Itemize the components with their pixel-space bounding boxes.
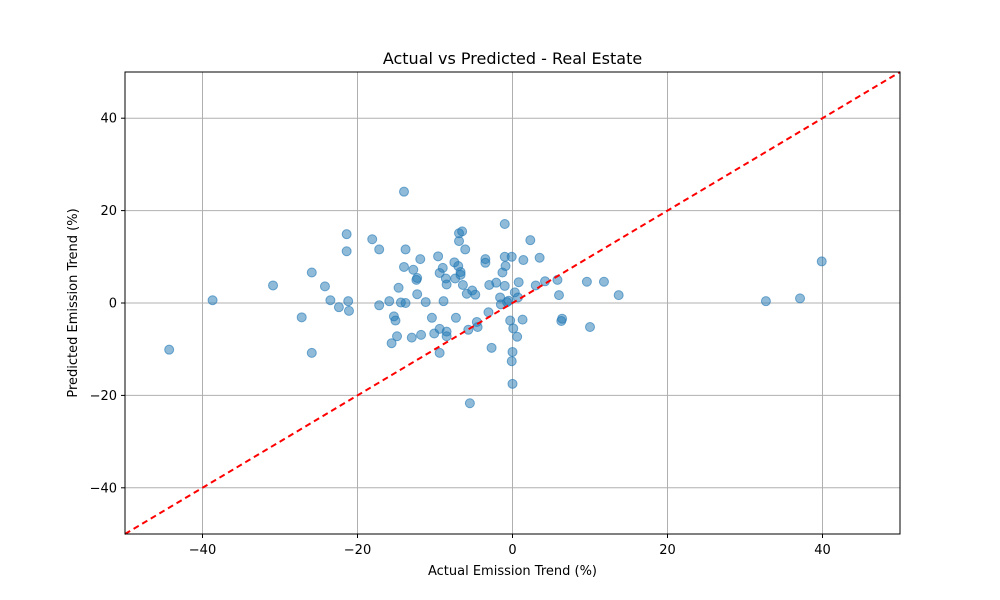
x-tick-label: 0 — [508, 543, 516, 558]
data-point — [508, 347, 517, 356]
data-point — [416, 255, 425, 264]
data-point — [487, 343, 496, 352]
data-point — [326, 296, 335, 305]
data-point — [492, 278, 501, 287]
data-point — [481, 258, 490, 267]
data-point — [307, 268, 316, 277]
data-point — [471, 290, 480, 299]
data-point — [208, 296, 217, 305]
data-point — [417, 330, 426, 339]
data-point — [614, 291, 623, 300]
data-point — [507, 357, 516, 366]
data-point — [500, 281, 509, 290]
data-point — [458, 280, 467, 289]
data-point — [513, 332, 522, 341]
data-point — [385, 297, 394, 306]
data-point — [368, 235, 377, 244]
data-point — [586, 323, 595, 332]
data-point — [394, 283, 403, 292]
data-point — [518, 315, 527, 324]
data-point — [796, 294, 805, 303]
data-point — [438, 263, 447, 272]
x-tick-label: −20 — [344, 543, 371, 558]
data-point — [434, 252, 443, 261]
data-point — [269, 281, 278, 290]
data-point — [599, 277, 608, 286]
x-tick-label: 40 — [814, 543, 831, 558]
chart-title: Actual vs Predicted - Real Estate — [383, 49, 642, 68]
data-point — [342, 247, 351, 256]
y-tick-label: −20 — [90, 389, 117, 404]
data-point — [514, 278, 523, 287]
data-point — [413, 290, 422, 299]
data-point — [761, 297, 770, 306]
data-point — [451, 313, 460, 322]
data-point — [817, 257, 826, 266]
data-point — [509, 324, 518, 333]
data-point — [435, 348, 444, 357]
y-tick-label: −40 — [90, 481, 117, 496]
data-point — [507, 252, 516, 261]
data-point — [582, 277, 591, 286]
data-point — [334, 303, 343, 312]
data-point — [393, 332, 402, 341]
data-point — [535, 253, 544, 262]
x-tick-label: −40 — [189, 543, 216, 558]
data-point — [456, 270, 465, 279]
data-point — [455, 237, 464, 246]
data-point — [400, 262, 409, 271]
data-point — [165, 345, 174, 354]
data-point — [342, 230, 351, 239]
data-point — [413, 274, 422, 283]
data-point — [400, 187, 409, 196]
data-point — [501, 262, 510, 271]
data-point — [307, 348, 316, 357]
data-point — [421, 298, 430, 307]
data-point — [407, 333, 416, 342]
data-point — [461, 245, 470, 254]
data-point — [442, 332, 451, 341]
data-point — [508, 379, 517, 388]
y-axis-label: Predicted Emission Trend (%) — [66, 208, 81, 397]
data-point — [558, 314, 567, 323]
data-point — [484, 308, 493, 317]
data-point — [519, 256, 528, 265]
y-tick-label: 0 — [109, 297, 117, 312]
y-tick-label: 20 — [100, 204, 117, 219]
data-point — [409, 265, 418, 274]
data-point — [555, 291, 564, 300]
data-point — [442, 280, 451, 289]
data-point — [344, 306, 353, 315]
data-point — [526, 236, 535, 245]
data-point — [320, 282, 329, 291]
data-point — [531, 281, 540, 290]
y-tick-label: 40 — [100, 112, 117, 127]
data-point — [391, 316, 400, 325]
data-point — [465, 399, 474, 408]
data-point — [500, 219, 509, 228]
data-point — [297, 313, 306, 322]
x-axis-label: Actual Emission Trend (%) — [428, 564, 597, 579]
data-point — [401, 299, 410, 308]
data-point — [439, 297, 448, 306]
data-point — [401, 245, 410, 254]
x-tick-label: 20 — [659, 543, 676, 558]
data-point — [427, 313, 436, 322]
data-point — [458, 227, 467, 236]
data-point — [344, 297, 353, 306]
data-point — [375, 301, 384, 310]
data-point — [375, 245, 384, 254]
